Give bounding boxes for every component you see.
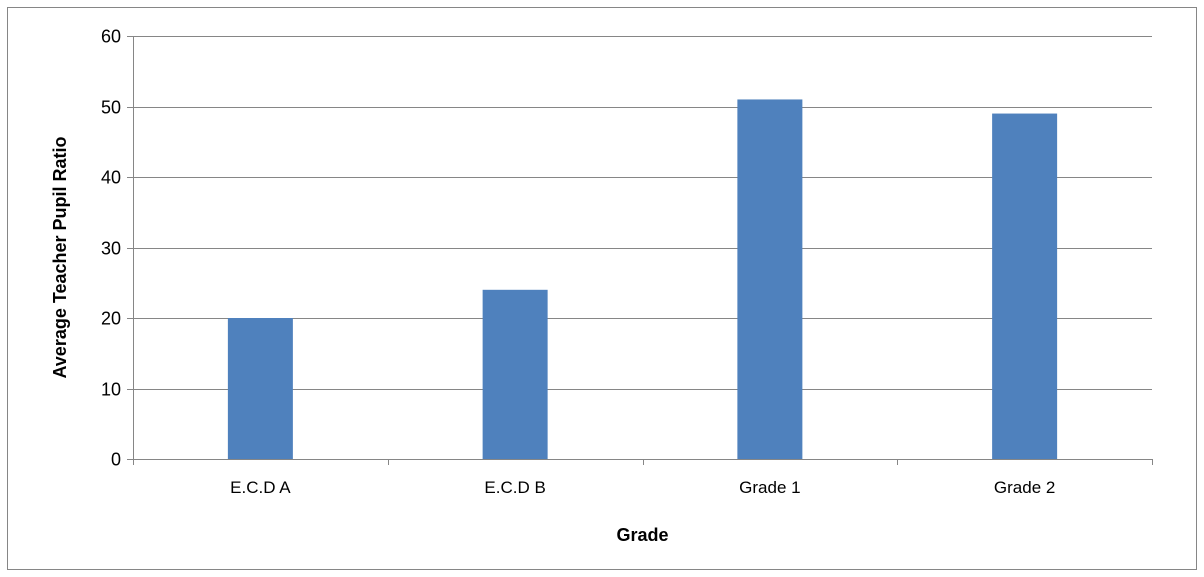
y-axis-title: Average Teacher Pupil Ratio <box>50 136 70 378</box>
y-tick-label: 50 <box>101 98 121 118</box>
bars <box>227 99 1058 460</box>
x-tick-label: E.C.D A <box>230 478 291 497</box>
y-tick-label: 20 <box>101 309 121 329</box>
y-tick-label: 10 <box>101 380 121 400</box>
tick-labels: 0 10 20 30 40 50 60 E.C.D A E.C.D B Grade 1 Grade … <box>101 27 1055 498</box>
y-tick-label: 40 <box>101 168 121 188</box>
bar <box>227 318 293 459</box>
x-tick-label: E.C.D B <box>484 478 545 497</box>
y-tick-label: 60 <box>101 27 121 47</box>
x-tick-label: Grade 1 <box>739 478 800 497</box>
y-tick-label: 30 <box>101 239 121 259</box>
gridlines <box>133 36 1152 390</box>
bar <box>482 289 548 459</box>
bar <box>992 113 1058 460</box>
bar <box>737 99 803 459</box>
y-tick-label: 0 <box>111 450 121 470</box>
axes <box>127 36 1153 465</box>
x-axis-title: Grade <box>616 525 668 545</box>
x-tick-label: Grade 2 <box>994 478 1055 497</box>
